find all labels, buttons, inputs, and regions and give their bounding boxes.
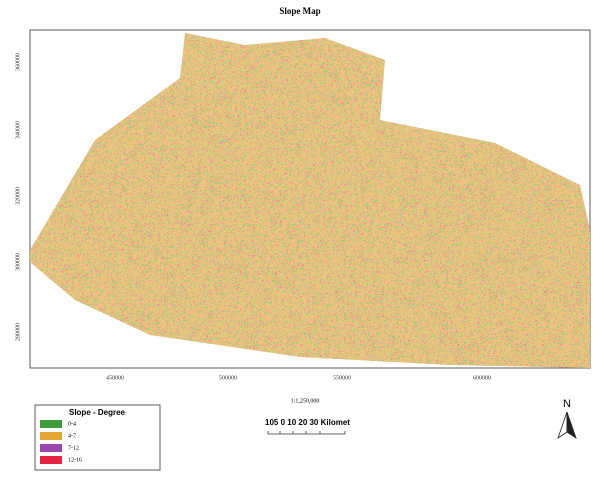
y-tick-label: 300000 [15, 253, 21, 271]
scale-ratio: 1:1,250,000 [291, 398, 320, 404]
x-ticks: 450000 500000 550000 600000 [106, 375, 491, 381]
y-tick-label: 320000 [15, 187, 21, 205]
legend-label: 12-16 [68, 457, 82, 463]
legend-label: 0-4 [68, 421, 76, 427]
map-figure: Slope Map 450000 500000 550000 600000 36… [0, 0, 603, 475]
y-ticks: 360000 340000 320000 300000 280000 [15, 53, 21, 341]
x-tick-label: 450000 [106, 375, 124, 381]
legend-swatch [40, 420, 62, 428]
x-tick-label: 500000 [219, 375, 237, 381]
legend-label: 4-7 [68, 433, 76, 439]
scale-bar [268, 431, 345, 434]
legend-title: Slope - Degree [69, 408, 126, 417]
x-tick-label: 550000 [333, 375, 351, 381]
legend-swatch [40, 432, 62, 440]
legend-swatch [40, 456, 62, 464]
north-arrow [558, 412, 576, 438]
legend: Slope - Degree 0-4 4-7 7-12 12-16 [35, 405, 160, 470]
legend-label: 7-12 [68, 445, 79, 451]
page: {"title": "Slope Map", "x_ticks": ["4500… [0, 0, 603, 480]
y-tick-label: 360000 [15, 53, 21, 71]
scale-bar-label: 105 0 10 20 30 Kilomet [265, 418, 350, 427]
legend-swatch [40, 444, 62, 452]
y-tick-label: 280000 [15, 323, 21, 341]
north-label: N [563, 398, 571, 410]
y-tick-label: 340000 [15, 121, 21, 139]
x-tick-label: 600000 [473, 375, 491, 381]
map-title: Slope Map [279, 6, 320, 16]
